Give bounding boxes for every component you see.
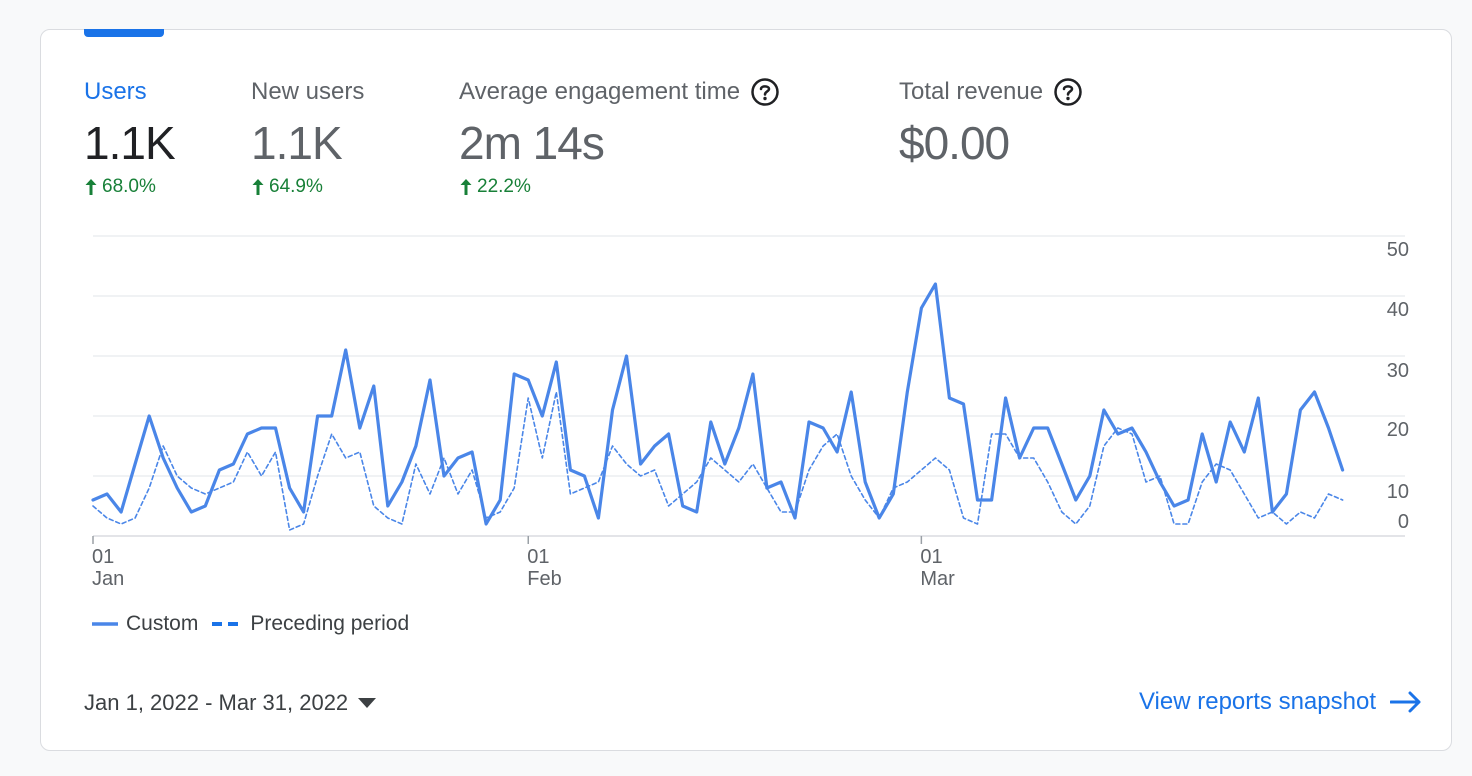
y-tick-label: 40 xyxy=(1387,299,1409,321)
x-tick-label-month: Jan xyxy=(92,568,124,590)
y-tick-label: 0 xyxy=(1398,511,1409,533)
view-reports-snapshot-link[interactable]: View reports snapshot xyxy=(1139,688,1422,716)
y-tick-label: 20 xyxy=(1387,419,1409,441)
y-tick-label: 10 xyxy=(1387,481,1409,503)
x-tick-label-month: Mar xyxy=(920,568,955,590)
legend-label: Custom xyxy=(126,612,199,635)
metric-tab-new-users[interactable]: New users 1.1K 64.9% xyxy=(251,78,364,198)
metric-label: Users xyxy=(84,78,175,106)
legend-item-preceding-period: Preceding period xyxy=(212,612,409,636)
metric-change: 64.9% xyxy=(251,176,364,198)
x-tick-label-day: 01 xyxy=(92,546,114,568)
metric-tab-total-revenue[interactable]: Total revenue $0.00 xyxy=(899,78,1083,170)
metric-change-value: 68.0% xyxy=(102,176,156,197)
series-line-custom xyxy=(91,282,1345,526)
metric-change-value: 22.2% xyxy=(477,176,531,197)
analytics-card xyxy=(40,29,1452,751)
metric-change: 22.2% xyxy=(459,176,780,198)
dropdown-arrow-icon xyxy=(358,698,377,708)
selected-metric-indicator xyxy=(84,29,164,37)
help-icon[interactable] xyxy=(1053,77,1083,107)
x-tick-label-month: Feb xyxy=(527,568,561,590)
chart-legend: Custom Preceding period xyxy=(92,612,423,636)
help-icon[interactable] xyxy=(750,77,780,107)
arrow-up-icon xyxy=(252,179,264,195)
x-tick-label-day: 01 xyxy=(920,546,942,568)
metric-value: $0.00 xyxy=(899,117,1010,169)
metric-tab-avg-engagement-time[interactable]: Average engagement time 2m 14s 22.2% xyxy=(459,78,780,198)
metric-value: 1.1K xyxy=(251,117,343,169)
metric-label-text: Users xyxy=(84,78,147,105)
y-tick-label: 50 xyxy=(1387,239,1409,261)
metric-tab-users[interactable]: Users 1.1K 68.0% xyxy=(84,78,176,198)
metric-value: 1.1K xyxy=(84,117,176,169)
metric-label-text: New users xyxy=(251,78,365,105)
date-range-selector[interactable]: Jan 1, 2022 - Mar 31, 2022 xyxy=(84,690,377,716)
metric-label: Average engagement time xyxy=(459,78,780,106)
metric-label: New users xyxy=(251,78,364,106)
legend-dashed-line-icon xyxy=(212,622,243,626)
date-range-text: Jan 1, 2022 - Mar 31, 2022 xyxy=(84,690,349,715)
metric-label-text: Average engagement time xyxy=(459,78,741,105)
link-text: View reports snapshot xyxy=(1138,688,1376,715)
y-tick-label: 30 xyxy=(1387,360,1409,382)
legend-solid-line-icon xyxy=(92,622,118,626)
arrow-up-icon xyxy=(85,179,97,195)
arrow-right-icon xyxy=(1390,691,1421,713)
metric-value: 2m 14s xyxy=(459,117,605,169)
legend-label: Preceding period xyxy=(250,612,410,635)
arrow-up-icon xyxy=(460,179,472,195)
x-tick-label-day: 01 xyxy=(527,546,549,568)
metric-label-text: Total revenue xyxy=(899,78,1044,105)
series-line-preceding-period xyxy=(92,391,1344,531)
legend-item-custom: Custom xyxy=(92,612,198,636)
metric-change-value: 64.9% xyxy=(269,176,323,197)
metric-label: Total revenue xyxy=(899,78,1083,106)
metric-change: 68.0% xyxy=(84,176,175,198)
